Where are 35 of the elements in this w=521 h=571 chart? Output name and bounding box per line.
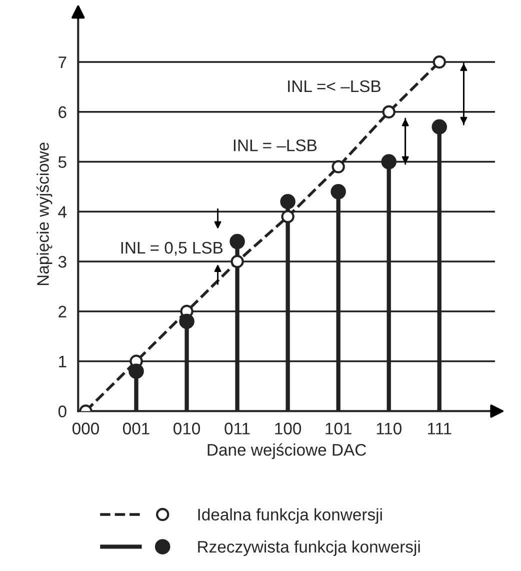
x-tick-label: 011 (224, 422, 250, 434)
point (382, 105, 396, 118)
y-tick-label: 1 (59, 356, 66, 368)
y-tick-label: 4 (58, 206, 67, 218)
x-tick-label: 110 (376, 422, 402, 434)
x-tick-label: 100 (275, 422, 302, 434)
point (230, 254, 244, 268)
point (332, 160, 345, 174)
annotation: INL = –LSB (234, 139, 317, 152)
annotation: INL =< –LSB (288, 80, 380, 92)
annotation: INL = 0,5 LSB (121, 242, 223, 256)
x-tick-label: 101 (326, 422, 352, 434)
point (179, 314, 194, 329)
y-tick-label: 0 (58, 406, 66, 418)
point (432, 119, 448, 134)
y-tick-label: 3 (58, 256, 66, 268)
point (128, 364, 144, 379)
y-axis-title: Napięcie wyjściowe (36, 142, 52, 286)
point (281, 210, 294, 224)
x-axis-title: Dane wejściowe DAC (208, 443, 366, 460)
legend-label: Rzeczywista funkcja konwersji (198, 540, 420, 556)
x-tick-label: 000 (72, 422, 99, 434)
y-tick-label: 2 (58, 306, 66, 318)
point (432, 55, 446, 69)
y-tick-label: 5 (58, 156, 66, 168)
y-tick-label: 6 (58, 106, 66, 118)
point (230, 234, 245, 250)
point (280, 194, 296, 210)
x-tick-label: 111 (428, 422, 452, 434)
x-tick-label: 010 (174, 422, 200, 434)
point (330, 184, 346, 200)
y-tick-label: 7 (58, 56, 66, 68)
point (381, 154, 396, 170)
x-tick-label: 001 (123, 422, 150, 434)
legend-label: Idealna funkcja konwersji (198, 508, 382, 524)
